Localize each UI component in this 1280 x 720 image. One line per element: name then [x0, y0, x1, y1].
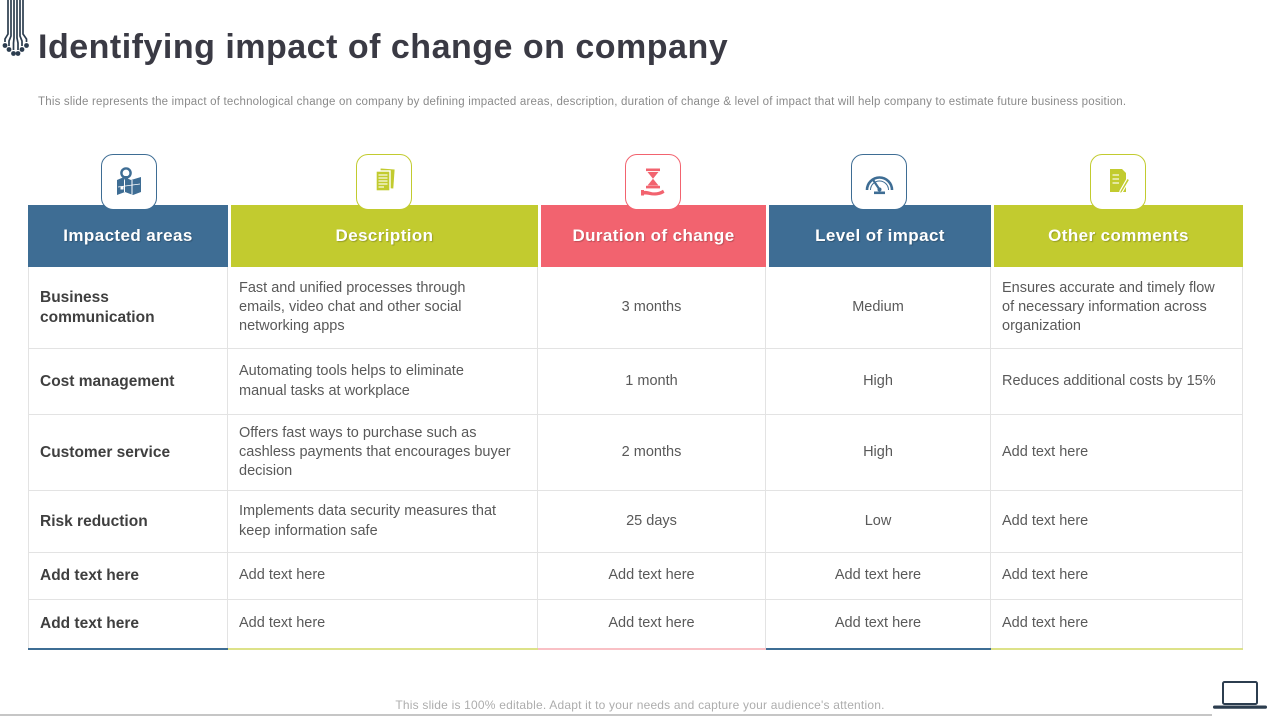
cell-duration: 2 months [538, 415, 766, 491]
footer-divider [0, 713, 1212, 716]
gauge-icon [851, 154, 907, 210]
table-row: Add text here Add text here Add text her… [28, 553, 1243, 600]
cell-impact-level: Add text here [766, 553, 991, 600]
header-duration-of-change: Duration of change [538, 205, 766, 267]
cell-duration: Add text here [538, 600, 766, 648]
documents-icon [356, 154, 412, 210]
header-impacted-areas: Impacted areas [28, 205, 228, 267]
document-edit-icon [1090, 154, 1146, 210]
header-level-of-impact: Level of impact [766, 205, 991, 267]
cell-impacted-area: Customer service [28, 415, 228, 491]
cell-impacted-area: Risk reduction [28, 491, 228, 553]
cell-comment: Ensures accurate and timely flow of nece… [991, 267, 1243, 349]
cell-impacted-area: Cost management [28, 349, 228, 415]
cell-comment: Add text here [991, 415, 1243, 491]
table-row: Add text here Add text here Add text her… [28, 600, 1243, 648]
cell-duration: 3 months [538, 267, 766, 349]
cell-duration: Add text here [538, 553, 766, 600]
cell-impact-level: Low [766, 491, 991, 553]
cell-duration: 25 days [538, 491, 766, 553]
cell-description: Add text here [228, 553, 538, 600]
table-row: Risk reduction Implements data security … [28, 491, 1243, 553]
cell-impact-level: Add text here [766, 600, 991, 648]
map-pin-icon [101, 154, 157, 210]
slide-description: This slide represents the impact of tech… [38, 96, 1127, 108]
cell-description: Add text here [228, 600, 538, 648]
cell-description: Fast and unified processes through email… [228, 267, 538, 349]
cell-comment: Add text here [991, 553, 1243, 600]
cell-impact-level: High [766, 415, 991, 491]
cell-description: Offers fast ways to purchase such as cas… [228, 415, 538, 491]
cell-comment: Add text here [991, 491, 1243, 553]
table-row: Cost management Automating tools helps t… [28, 349, 1243, 415]
cell-description: Implements data security measures that k… [228, 491, 538, 553]
cell-impacted-area: Add text here [28, 600, 228, 648]
table-column-underlines [28, 648, 1243, 650]
cell-description: Automating tools helps to eliminate manu… [228, 349, 538, 415]
circuit-icon [2, 0, 32, 67]
cell-impacted-area: Add text here [28, 553, 228, 600]
table-body: Business communication Fast and unified … [28, 267, 1243, 648]
cell-comment: Reduces additional costs by 15% [991, 349, 1243, 415]
page-title: Identifying impact of change on company [38, 28, 729, 66]
cell-duration: 1 month [538, 349, 766, 415]
cell-impact-level: High [766, 349, 991, 415]
impact-table: Impacted areas Description Duration of c… [28, 154, 1243, 650]
cell-comment: Add text here [991, 600, 1243, 648]
cell-impacted-area: Business communication [28, 267, 228, 349]
table-row: Customer service Offers fast ways to pur… [28, 415, 1243, 491]
table-row: Business communication Fast and unified … [28, 267, 1243, 349]
header-description: Description [228, 205, 538, 267]
laptop-icon [1212, 680, 1268, 717]
hourglass-hand-icon [625, 154, 681, 210]
footer-note: This slide is 100% editable. Adapt it to… [395, 698, 885, 712]
cell-impact-level: Medium [766, 267, 991, 349]
header-other-comments: Other comments [991, 205, 1243, 267]
table-header-row: Impacted areas Description Duration of c… [28, 205, 1243, 267]
